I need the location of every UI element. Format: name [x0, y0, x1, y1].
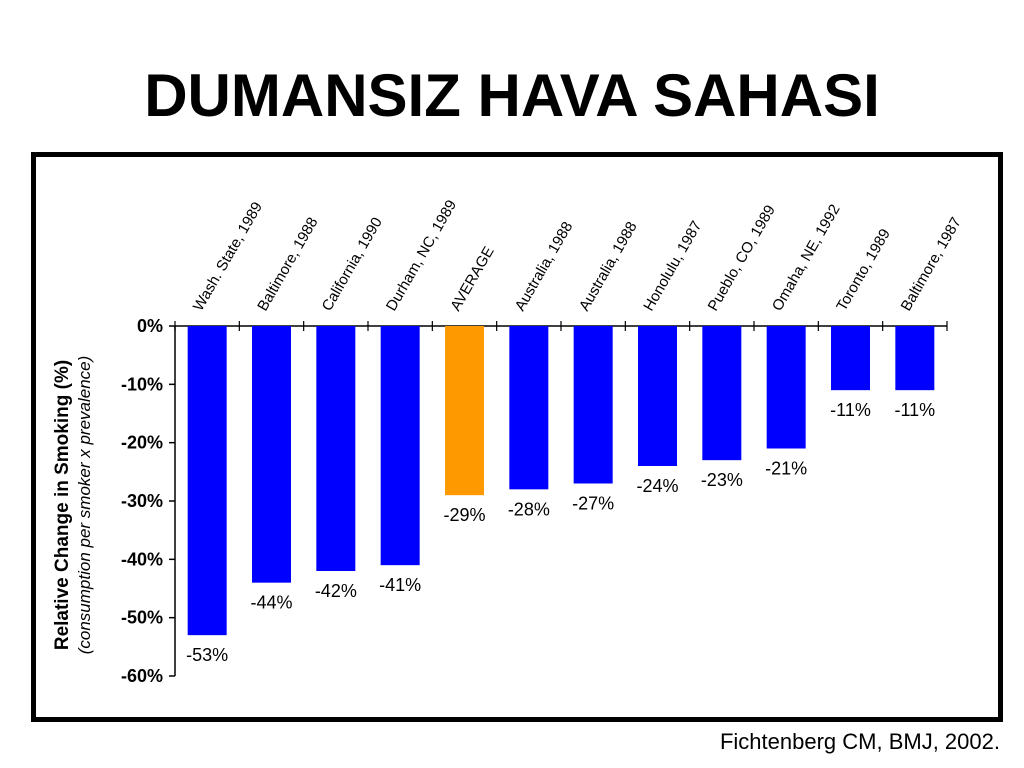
- bar: [187, 326, 227, 636]
- y-tick-label: -40%: [121, 549, 163, 569]
- data-label: -11%: [894, 400, 935, 420]
- category-label: Australia, 1988: [576, 219, 641, 314]
- bar: [831, 326, 870, 391]
- bar: [895, 326, 935, 391]
- data-label: -29%: [443, 505, 485, 525]
- data-label: -24%: [636, 476, 678, 496]
- data-label: -27%: [572, 494, 614, 514]
- data-label: -53%: [186, 645, 228, 665]
- data-label: -11%: [830, 400, 871, 420]
- category-label: Baltimore, 1988: [254, 215, 321, 314]
- category-label: Pueblo, CO, 1989: [705, 202, 779, 314]
- chart-frame: Relative Change in Smoking (%) (consumpt…: [31, 152, 1003, 722]
- data-label: -44%: [250, 593, 292, 613]
- slide-title: DUMANSIZ HAVA SAHASI: [144, 62, 880, 129]
- data-label: -21%: [765, 459, 807, 479]
- y-tick-label: 0%: [137, 316, 163, 336]
- category-label: Wash. State, 1989: [190, 199, 266, 314]
- bar-series: [187, 326, 935, 636]
- y-tick-label: -30%: [121, 491, 163, 511]
- bar: [573, 326, 613, 484]
- y-tick-label: -60%: [121, 666, 163, 686]
- bar-chart: Relative Change in Smoking (%) (consumpt…: [52, 197, 965, 686]
- bar: [380, 326, 420, 566]
- data-label-group: -53% -44% -42% -41% -29% -28% -27% -24% -23% -21%…: [186, 400, 935, 665]
- category-label: AVERAGE: [447, 244, 497, 314]
- category-label: Baltimore, 1987: [898, 215, 965, 314]
- bar: [638, 326, 677, 466]
- data-label: -42%: [315, 581, 357, 601]
- bar: [766, 326, 806, 449]
- y-axis-title: Relative Change in Smoking (%): [52, 360, 73, 650]
- data-label: -23%: [701, 470, 743, 490]
- data-label: -41%: [379, 575, 421, 595]
- category-label: Toronto, 1989: [833, 226, 894, 314]
- y-axis-title-group: Relative Change in Smoking (%) (consumpt…: [52, 356, 94, 655]
- y-tick-label: -20%: [121, 433, 163, 453]
- bar-average: [445, 326, 484, 496]
- chart-axes: 0% -10% -20% -30% -40% -50% -60%: [121, 316, 948, 686]
- citation: Fichtenberg CM, BMJ, 2002.: [719, 729, 1000, 754]
- y-axis-subtitle: (consumption per smoker x prevalence): [75, 356, 94, 655]
- bar: [316, 326, 356, 571]
- bar: [252, 326, 291, 583]
- y-tick-label: -50%: [121, 608, 163, 628]
- y-tick-label: -10%: [121, 374, 163, 394]
- category-label: Honolulu, 1987: [640, 218, 705, 314]
- category-label: Durham, NC, 1989: [383, 197, 460, 314]
- bar: [509, 326, 549, 490]
- category-label: Australia, 1988: [512, 219, 577, 314]
- category-label: Omaha, NE, 1992: [769, 202, 844, 314]
- bar: [702, 326, 742, 461]
- category-label: California, 1990: [319, 214, 386, 314]
- data-label: -28%: [508, 499, 550, 519]
